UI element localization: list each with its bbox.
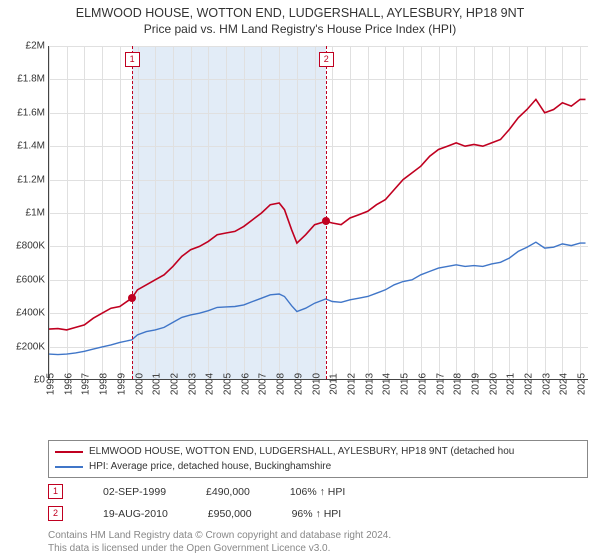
ytick-label: £800K	[5, 241, 45, 252]
xtick-label: 2008	[276, 373, 287, 395]
xtick-label: 2003	[187, 373, 198, 395]
legend-label-hpi: HPI: Average price, detached house, Buck…	[89, 461, 331, 472]
sale-date-1: 02-SEP-1999	[103, 486, 166, 498]
xtick-label: 2001	[152, 373, 163, 395]
sale-marker-2: 2	[48, 506, 63, 521]
plot-region: £0£200K£400K£600K£800K£1M£1.2M£1.4M£1.6M…	[48, 46, 588, 380]
sale-marker-box: 1	[125, 52, 140, 67]
xtick-label: 2015	[400, 373, 411, 395]
xtick-label: 2012	[346, 373, 357, 395]
ytick-label: £200K	[5, 341, 45, 352]
chart-title: ELMWOOD HOUSE, WOTTON END, LUDGERSHALL, …	[0, 0, 600, 20]
ytick-label: £1.2M	[5, 174, 45, 185]
xtick-label: 2005	[223, 373, 234, 395]
sale-marker-1: 1	[48, 484, 63, 499]
legend: ELMWOOD HOUSE, WOTTON END, LUDGERSHALL, …	[48, 440, 588, 478]
sale-dot	[322, 217, 330, 225]
legend-row-hpi: HPI: Average price, detached house, Buck…	[55, 459, 581, 474]
xtick-label: 2009	[293, 373, 304, 395]
sale-pct-2: 96% ↑ HPI	[292, 508, 342, 520]
xtick-label: 2017	[435, 373, 446, 395]
ytick-label: £1M	[5, 208, 45, 219]
sale-marker-line	[132, 46, 133, 379]
sale-row-1: 1 02-SEP-1999 £490,000 106% ↑ HPI	[48, 484, 345, 499]
ytick-label: £600K	[5, 274, 45, 285]
xtick-label: 2004	[205, 373, 216, 395]
xtick-label: 2010	[311, 373, 322, 395]
line-series-svg	[49, 46, 589, 380]
ytick-label: £2M	[5, 41, 45, 52]
sale-date-2: 19-AUG-2010	[103, 508, 168, 520]
xtick-label: 2016	[417, 373, 428, 395]
xtick-label: 2002	[169, 373, 180, 395]
xtick-label: 2014	[382, 373, 393, 395]
xtick-label: 2000	[134, 373, 145, 395]
xtick-label: 2011	[329, 373, 340, 395]
footer-line-2: This data is licensed under the Open Gov…	[48, 543, 330, 554]
chart-subtitle: Price paid vs. HM Land Registry's House …	[0, 20, 600, 40]
chart-area: £0£200K£400K£600K£800K£1M£1.2M£1.4M£1.6M…	[48, 46, 588, 406]
xtick-label: 2013	[364, 373, 375, 395]
xtick-label: 1999	[116, 373, 127, 395]
sale-price-2: £950,000	[208, 508, 252, 520]
sale-pct-1: 106% ↑ HPI	[290, 486, 345, 498]
xtick-label: 1998	[99, 373, 110, 395]
sale-marker-line	[326, 46, 327, 379]
xtick-label: 2018	[453, 373, 464, 395]
legend-row-property: ELMWOOD HOUSE, WOTTON END, LUDGERSHALL, …	[55, 444, 581, 459]
xtick-label: 1996	[63, 373, 74, 395]
ytick-label: £1.8M	[5, 74, 45, 85]
ytick-label: £0	[5, 375, 45, 386]
sale-row-2: 2 19-AUG-2010 £950,000 96% ↑ HPI	[48, 506, 341, 521]
legend-label-property: ELMWOOD HOUSE, WOTTON END, LUDGERSHALL, …	[89, 446, 514, 457]
xtick-label: 1995	[46, 373, 57, 395]
xtick-label: 2024	[559, 373, 570, 395]
footer-line-1: Contains HM Land Registry data © Crown c…	[48, 530, 391, 541]
xtick-label: 2006	[240, 373, 251, 395]
legend-swatch-hpi	[55, 466, 83, 468]
xtick-label: 2023	[541, 373, 552, 395]
sale-marker-box: 2	[319, 52, 334, 67]
sale-dot	[128, 294, 136, 302]
xtick-label: 2025	[577, 373, 588, 395]
xtick-label: 2007	[258, 373, 269, 395]
sale-price-1: £490,000	[206, 486, 250, 498]
ytick-label: £400K	[5, 308, 45, 319]
ytick-label: £1.4M	[5, 141, 45, 152]
xtick-label: 2019	[470, 373, 481, 395]
xtick-label: 2020	[488, 373, 499, 395]
xtick-label: 2021	[506, 373, 517, 395]
xtick-label: 2022	[524, 373, 535, 395]
ytick-label: £1.6M	[5, 107, 45, 118]
legend-swatch-property	[55, 451, 83, 453]
xtick-label: 1997	[81, 373, 92, 395]
